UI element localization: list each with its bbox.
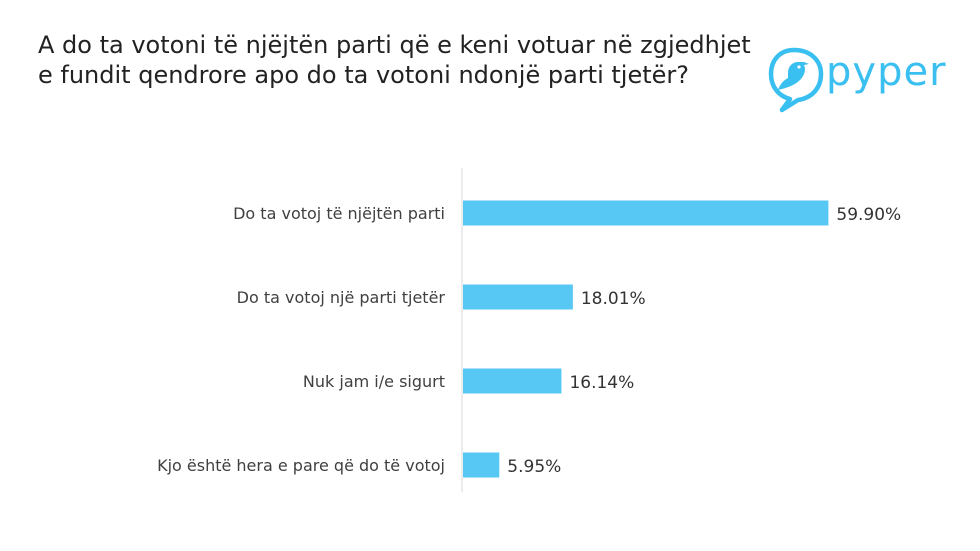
- data-labels: 59.90% 18.01% 16.14% 5.95%: [507, 205, 901, 477]
- data-label: 5.95%: [507, 457, 561, 477]
- data-label: 18.01%: [581, 289, 646, 309]
- category-label: Nuk jam i/e sigurt: [303, 372, 445, 391]
- bars: [463, 200, 829, 478]
- bar: [463, 200, 829, 226]
- category-label: Do ta votoj një parti tjetër: [237, 288, 446, 307]
- category-label: Kjo është hera e pare që do të votoj: [157, 456, 445, 475]
- data-label: 16.14%: [569, 373, 634, 393]
- data-label: 59.90%: [836, 205, 901, 225]
- bar: [463, 284, 573, 310]
- bar: [463, 368, 562, 394]
- category-labels: Do ta votoj të njëjtën parti Do ta votoj …: [157, 204, 445, 475]
- chart-title: A do ta votoni të njëjtën parti që e ken…: [38, 31, 751, 89]
- category-label: Do ta votoj të njëjtën parti: [233, 204, 445, 223]
- bird-logo-icon: [768, 47, 824, 113]
- logo-text: pyper: [826, 49, 947, 95]
- pyper-logo: pyper: [768, 44, 968, 114]
- bar: [463, 452, 500, 478]
